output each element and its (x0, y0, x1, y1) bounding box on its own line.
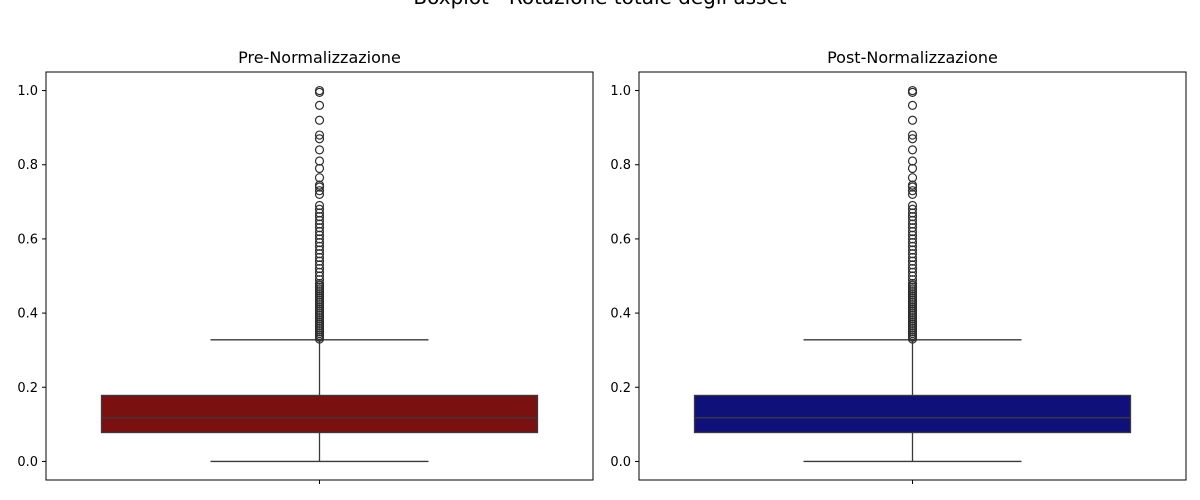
outlier-point (907, 156, 918, 166)
y-tick-label: 0.4 (17, 307, 38, 322)
outlier-point (314, 163, 325, 174)
y-tick-label: 0.6 (610, 232, 631, 247)
y-tick-label: 0.0 (610, 455, 631, 470)
outlier-point (907, 180, 918, 190)
axes-frame (45, 71, 594, 481)
y-tick-label: 0.8 (610, 158, 631, 173)
y-tick-label: 0.2 (610, 381, 631, 396)
outlier-point (907, 145, 918, 155)
outlier-point (314, 145, 325, 155)
y-tick-label: 0.8 (17, 158, 38, 173)
y-tick-label: 0.4 (610, 307, 631, 322)
outlier-point (907, 163, 918, 174)
outlier-point (907, 87, 918, 98)
outlier-point (314, 200, 325, 211)
outlier-point (907, 134, 918, 144)
boxplot-axes: Post-Normalizzazione 0.0 0.2 0.4 0.6 0.8 1.0 (610, 48, 1187, 484)
outlier-point (907, 186, 918, 196)
axes-container: Pre-Normalizzazione0.00.20.40.60.81.0Pos… (17, 48, 1187, 484)
outlier-point (314, 134, 325, 144)
outlier-point (314, 100, 325, 110)
axes-title: Pre-Normalizzazione (238, 48, 401, 67)
y-tick-label: 0.6 (17, 232, 38, 247)
y-tick-label: 0.2 (17, 381, 38, 396)
outlier-point (314, 87, 325, 98)
outlier-point (907, 115, 918, 125)
outlier-point (314, 173, 325, 183)
outlier-point (907, 130, 918, 140)
iqr-box (100, 394, 539, 434)
y-tick-label: 1.0 (17, 84, 38, 99)
axes-frame (638, 71, 1187, 481)
outlier-point (314, 130, 325, 140)
outlier-point (314, 180, 325, 190)
outlier-point (907, 200, 918, 211)
axes-title: Post-Normalizzazione (827, 48, 998, 67)
iqr-box (693, 394, 1132, 434)
outlier-point (314, 156, 325, 166)
outlier-point (907, 85, 918, 96)
figure-title: Boxplot - Rotazione totale degli asset (413, 0, 786, 9)
outlier-point (314, 204, 325, 214)
boxplot-axes: Pre-Normalizzazione 0.0 0.2 0.4 0.6 0.8 1.0 (17, 48, 594, 484)
y-tick-label: 0.0 (17, 455, 38, 470)
outlier-point (907, 204, 918, 214)
outlier-point (314, 85, 325, 96)
y-tick-label: 1.0 (610, 84, 631, 99)
outlier-point (314, 115, 325, 125)
outlier-point (314, 186, 325, 196)
outlier-point (907, 173, 918, 183)
outlier-point (907, 100, 918, 110)
